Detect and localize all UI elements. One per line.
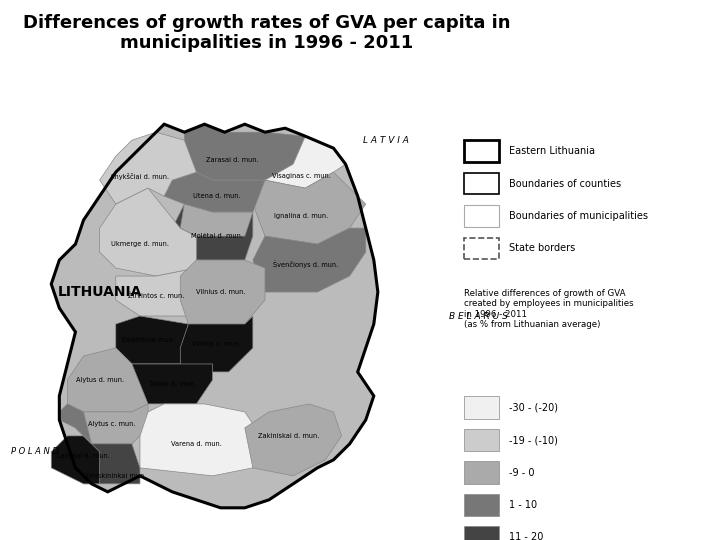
Bar bbox=[464, 140, 499, 162]
Polygon shape bbox=[180, 204, 253, 236]
Text: L A T V I A: L A T V I A bbox=[363, 136, 409, 145]
Text: Vilnius c. mun.: Vilnius c. mun. bbox=[192, 341, 241, 347]
Bar bbox=[464, 494, 499, 516]
Text: Druskininkai mun.: Druskininkai mun. bbox=[86, 473, 146, 479]
Polygon shape bbox=[99, 132, 197, 204]
Text: -30 - (-20): -30 - (-20) bbox=[509, 403, 558, 413]
Polygon shape bbox=[59, 404, 91, 444]
Polygon shape bbox=[265, 136, 346, 188]
Polygon shape bbox=[253, 172, 366, 244]
Text: B E L A R U S: B E L A R U S bbox=[449, 312, 508, 321]
Polygon shape bbox=[184, 124, 305, 180]
Polygon shape bbox=[180, 316, 253, 372]
Polygon shape bbox=[76, 444, 140, 484]
Polygon shape bbox=[116, 268, 204, 316]
Bar bbox=[464, 238, 499, 259]
Text: -9 - 0: -9 - 0 bbox=[509, 468, 534, 477]
Text: Differences of growth rates of GVA per capita in
municipalities in 1996 - 2011: Differences of growth rates of GVA per c… bbox=[22, 14, 510, 52]
Polygon shape bbox=[124, 364, 212, 404]
Text: Ignalina d. mun.: Ignalina d. mun. bbox=[274, 213, 328, 219]
Text: P O L A N D: P O L A N D bbox=[12, 447, 59, 456]
Polygon shape bbox=[116, 316, 189, 364]
Text: Zakiniskai d. mun.: Zakiniskai d. mun. bbox=[258, 433, 320, 439]
Text: Utena d. mun.: Utena d. mun. bbox=[193, 193, 240, 199]
Text: Varena d. mun.: Varena d. mun. bbox=[171, 441, 222, 447]
Text: Vilnius d. mun.: Vilnius d. mun. bbox=[196, 289, 246, 295]
Text: Relative differences of growth of GVA
created by employees in municipalities
in : Relative differences of growth of GVA cr… bbox=[464, 289, 634, 329]
Text: Ukmerge d. mun.: Ukmerge d. mun. bbox=[111, 241, 169, 247]
Bar bbox=[464, 173, 499, 194]
Text: Visaginas c. mun.: Visaginas c. mun. bbox=[272, 173, 330, 179]
Polygon shape bbox=[51, 124, 378, 508]
Polygon shape bbox=[180, 260, 265, 324]
Text: 1 - 10: 1 - 10 bbox=[509, 500, 537, 510]
Text: -19 - (-10): -19 - (-10) bbox=[509, 435, 558, 445]
Bar bbox=[464, 396, 499, 419]
Text: State borders: State borders bbox=[509, 244, 575, 253]
Bar bbox=[464, 526, 499, 540]
Polygon shape bbox=[245, 404, 341, 476]
Text: Švenčionys d. mun.: Švenčionys d. mun. bbox=[273, 260, 338, 268]
Text: Žirvintos c. mun.: Žirvintos c. mun. bbox=[128, 293, 184, 299]
Text: Anykščiai d. mun.: Anykščiai d. mun. bbox=[110, 173, 169, 180]
Text: Zarasai d. mun.: Zarasai d. mun. bbox=[207, 157, 259, 163]
Polygon shape bbox=[253, 228, 366, 292]
Text: LITHUANIA: LITHUANIA bbox=[58, 285, 142, 299]
Bar bbox=[464, 429, 499, 451]
Text: Alytus c. mun.: Alytus c. mun. bbox=[88, 421, 135, 427]
Text: Boundaries of municipalities: Boundaries of municipalities bbox=[509, 211, 648, 221]
Polygon shape bbox=[51, 436, 99, 484]
Polygon shape bbox=[140, 404, 261, 476]
Text: Lazdijai d. mun.: Lazdijai d. mun. bbox=[57, 453, 110, 459]
Text: 11 - 20: 11 - 20 bbox=[509, 532, 544, 540]
Text: Molėtai d. mun.: Molėtai d. mun. bbox=[191, 233, 243, 239]
Text: Elektrėnai mun.: Elektrėnai mun. bbox=[122, 337, 174, 343]
Polygon shape bbox=[68, 348, 148, 412]
Text: Boundaries of counties: Boundaries of counties bbox=[509, 179, 621, 188]
Polygon shape bbox=[172, 204, 253, 260]
Bar bbox=[464, 205, 499, 227]
Polygon shape bbox=[164, 172, 265, 212]
Bar bbox=[464, 461, 499, 484]
Text: Eastern Lithuania: Eastern Lithuania bbox=[509, 146, 595, 156]
Text: Trakai d. mun.: Trakai d. mun. bbox=[148, 381, 196, 387]
Text: Alytus d. mun.: Alytus d. mun. bbox=[76, 377, 124, 383]
Polygon shape bbox=[76, 404, 148, 444]
Polygon shape bbox=[99, 188, 197, 276]
